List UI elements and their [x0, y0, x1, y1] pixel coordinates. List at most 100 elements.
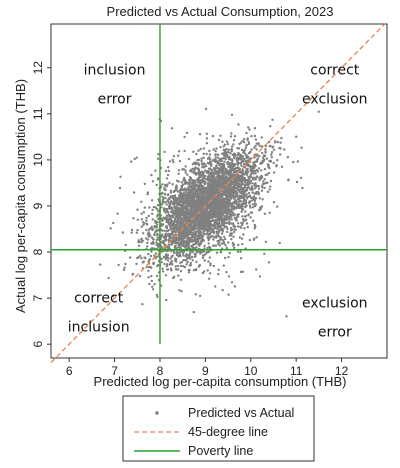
scatter-point — [161, 202, 164, 206]
scatter-point — [184, 191, 188, 194]
scatter-point — [211, 174, 214, 177]
scatter-point — [226, 227, 229, 231]
scatter-point — [210, 192, 213, 196]
scatter-point — [217, 198, 221, 201]
scatter-point — [255, 158, 259, 162]
scatter-point — [130, 228, 134, 232]
scatter-point — [237, 177, 241, 181]
scatter-point — [138, 274, 142, 278]
scatter-point — [239, 158, 242, 161]
scatter-points — [99, 107, 320, 318]
scatter-point — [203, 259, 206, 262]
scatter-point — [243, 193, 246, 196]
scatter-point — [182, 254, 185, 257]
scatter-point — [181, 168, 184, 171]
scatter-point — [222, 192, 226, 195]
scatter-point — [233, 230, 236, 234]
scatter-point — [182, 213, 185, 217]
scatter-point — [196, 198, 199, 202]
scatter-point — [241, 148, 244, 152]
scatter-point — [249, 179, 253, 183]
scatter-point — [168, 228, 171, 232]
x-tick-label: 11 — [290, 364, 303, 378]
scatter-point — [172, 251, 176, 254]
scatter-point — [204, 222, 207, 225]
scatter-point — [183, 265, 187, 269]
scatter-point — [268, 145, 271, 148]
scatter-point — [260, 185, 264, 188]
scatter-point — [176, 237, 180, 241]
scatter-point — [165, 218, 168, 221]
scatter-point — [195, 183, 199, 187]
scatter-point — [270, 153, 273, 156]
scatter-point — [184, 212, 187, 215]
scatter-point — [145, 266, 148, 269]
scatter-point — [217, 205, 220, 208]
scatter-point — [155, 223, 159, 226]
scatter-point — [217, 175, 221, 178]
scatter-point — [219, 168, 223, 171]
scatter-point — [174, 244, 177, 248]
scatter-point — [205, 142, 208, 145]
scatter-point — [215, 215, 219, 219]
scatter-point — [151, 288, 155, 291]
scatter-point — [246, 137, 249, 140]
scatter-point — [280, 165, 284, 168]
scatter-point — [250, 148, 253, 151]
scatter-point — [221, 230, 224, 233]
scatter-point — [242, 160, 245, 163]
x-axis: 6 7 8 9 10 11 12 — [66, 358, 349, 378]
scatter-point — [174, 268, 178, 271]
scatter-point — [262, 180, 265, 183]
scatter-point — [278, 146, 281, 150]
scatter-point — [246, 167, 249, 170]
scatter-point — [226, 221, 230, 224]
scatter-point — [232, 171, 236, 174]
scatter-point — [195, 171, 198, 175]
scatter-point — [235, 178, 239, 181]
scatter-point — [180, 199, 183, 203]
scatter-point — [124, 262, 127, 266]
scatter-point — [197, 149, 200, 152]
scatter-point — [204, 210, 207, 213]
scatter-point — [172, 220, 176, 224]
scatter-point — [140, 257, 143, 260]
scatter-point — [229, 232, 232, 235]
scatter-point — [206, 224, 209, 228]
scatter-point — [188, 233, 192, 236]
scatter-point — [260, 174, 263, 178]
scatter-point — [205, 164, 208, 168]
scatter-point — [258, 154, 261, 158]
scatter-point — [228, 157, 231, 161]
scatter-point — [205, 152, 208, 156]
scatter-point — [215, 209, 218, 212]
scatter-point — [269, 179, 273, 183]
scatter-point — [206, 161, 209, 165]
scatter-point — [253, 199, 257, 203]
scatter-point — [189, 188, 192, 192]
scatter-point — [231, 211, 235, 215]
scatter-point — [223, 149, 227, 152]
scatter-point — [300, 146, 303, 149]
scatter-point — [210, 169, 214, 173]
scatter-point — [170, 269, 173, 272]
scatter-point — [146, 238, 150, 241]
scatter-point — [223, 199, 226, 203]
scatter-point — [142, 260, 145, 263]
scatter-point — [219, 134, 222, 137]
scatter-point — [155, 183, 158, 187]
scatter-point — [156, 204, 160, 207]
scatter-point — [267, 140, 271, 144]
scatter-point — [240, 183, 243, 186]
scatter-point — [185, 217, 188, 220]
scatter-point — [216, 240, 219, 243]
scatter-point — [156, 157, 160, 160]
scatter-point — [181, 194, 185, 197]
scatter-point — [221, 204, 225, 207]
y-tick-label: 11 — [31, 107, 45, 120]
scatter-point — [119, 175, 122, 178]
scatter-point — [177, 274, 180, 277]
scatter-point — [221, 140, 224, 143]
scatter-point — [173, 217, 177, 220]
scatter-point — [242, 163, 246, 166]
